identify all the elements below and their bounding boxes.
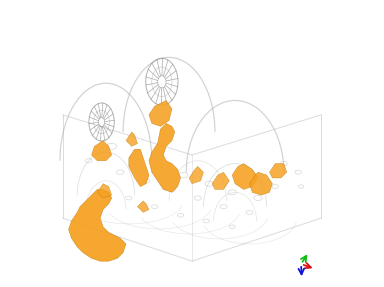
Polygon shape — [189, 166, 204, 184]
Polygon shape — [212, 172, 229, 189]
Polygon shape — [97, 184, 112, 198]
Polygon shape — [126, 132, 137, 146]
Polygon shape — [270, 164, 287, 178]
Polygon shape — [137, 201, 149, 212]
Polygon shape — [232, 164, 258, 189]
Polygon shape — [91, 141, 112, 161]
Polygon shape — [129, 149, 149, 187]
Polygon shape — [69, 189, 126, 261]
Polygon shape — [149, 123, 180, 192]
Polygon shape — [149, 100, 172, 126]
Polygon shape — [249, 172, 272, 195]
